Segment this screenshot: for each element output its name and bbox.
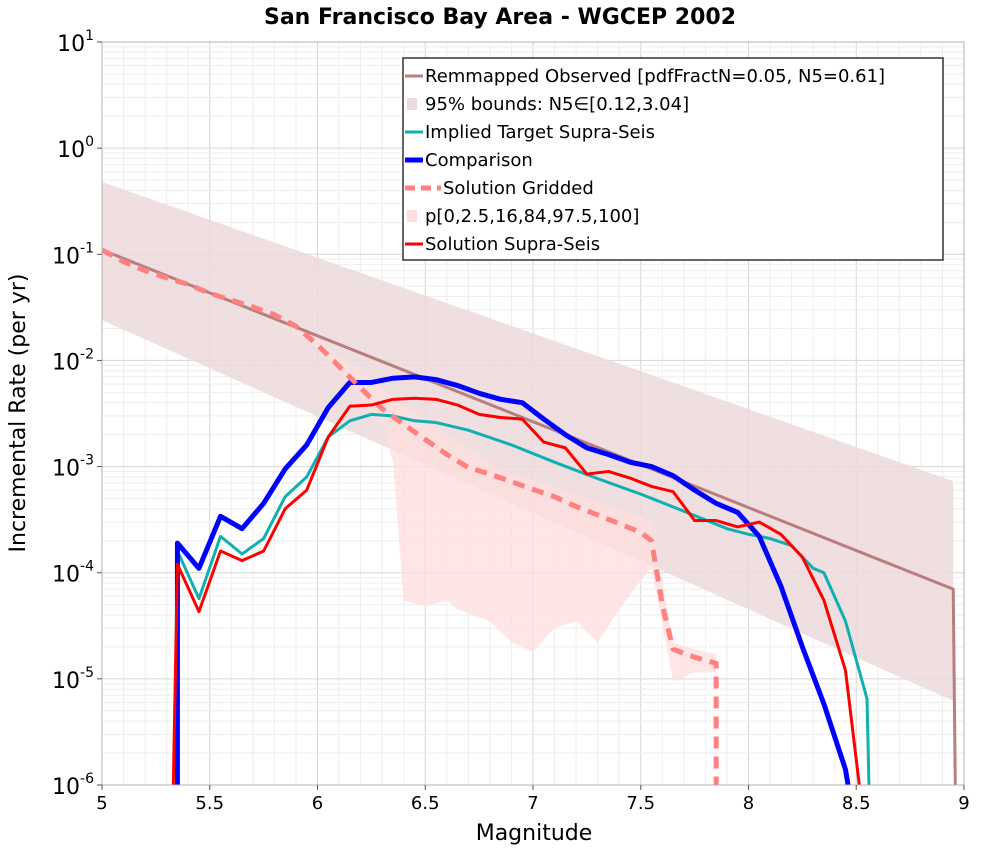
y-tick-base: 10 [52, 775, 80, 800]
y-axis-label: Incremental Rate (per yr) [6, 274, 31, 553]
y-tick-label: 10-2 [52, 346, 94, 375]
x-axis-ticks: 5 5.5 6 6.5 7 7.5 8 8.5 9 [96, 785, 970, 814]
legend-label: 95% bounds: N5∈[0.12,3.04] [425, 94, 689, 115]
y-tick-exponent: -1 [80, 240, 94, 256]
legend-swatch [407, 98, 417, 110]
y-tick-label: 100 [57, 134, 94, 163]
x-tick-label: 5.5 [195, 793, 224, 814]
y-tick-base: 10 [57, 138, 85, 163]
y-tick-base: 10 [52, 457, 80, 482]
x-tick-label: 5 [96, 793, 107, 814]
bands [102, 181, 954, 701]
y-tick-exponent: 0 [85, 134, 94, 150]
series-line-3 [102, 247, 719, 785]
y-tick-exponent: -5 [80, 665, 94, 681]
x-tick-label: 8 [743, 793, 754, 814]
x-tick-label: 6 [312, 793, 323, 814]
y-tick-exponent: -2 [80, 346, 94, 362]
series-line-4 [171, 396, 861, 785]
band-0 [102, 181, 954, 701]
y-tick-label: 10-1 [52, 240, 94, 269]
legend-label: Comparison [425, 150, 533, 171]
series-lines [102, 247, 957, 785]
series-line-0 [102, 248, 957, 785]
legend-label: p[0,2.5,16,84,97.5,100] [425, 206, 639, 227]
y-tick-exponent: 1 [85, 28, 94, 44]
x-tick-label: 7 [527, 793, 538, 814]
x-tick-label: 9 [958, 793, 969, 814]
y-tick-label: 101 [57, 28, 94, 57]
legend-label: Implied Target Supra-Seis [425, 122, 655, 143]
y-tick-base: 10 [52, 563, 80, 588]
y-tick-exponent: -4 [80, 559, 94, 575]
chart-title: San Francisco Bay Area - WGCEP 2002 [264, 5, 736, 30]
y-tick-label: 10-3 [52, 453, 94, 482]
band-1 [209, 291, 717, 682]
legend-swatch [407, 210, 417, 222]
x-tick-label: 7.5 [626, 793, 655, 814]
legend: Remmapped Observed [pdfFractN=0.05, N5=0… [402, 57, 944, 261]
x-tick-label: 6.5 [411, 793, 440, 814]
legend-label: Solution Supra-Seis [425, 234, 600, 255]
y-tick-base: 10 [52, 244, 80, 269]
y-tick-exponent: -6 [80, 771, 94, 787]
legend-box [402, 57, 944, 261]
y-tick-base: 10 [52, 350, 80, 375]
y-tick-label: 10-6 [52, 771, 94, 800]
y-tick-label: 10-4 [52, 559, 94, 588]
y-tick-label: 10-5 [52, 665, 94, 694]
y-tick-exponent: -3 [80, 453, 94, 469]
legend-label: Solution Gridded [443, 178, 594, 199]
legend-label: Remmapped Observed [pdfFractN=0.05, N5=0… [425, 66, 885, 87]
x-tick-label: 8.5 [842, 793, 871, 814]
x-axis-label: Magnitude [476, 821, 593, 846]
y-tick-base: 10 [52, 669, 80, 694]
y-tick-base: 10 [57, 32, 85, 57]
